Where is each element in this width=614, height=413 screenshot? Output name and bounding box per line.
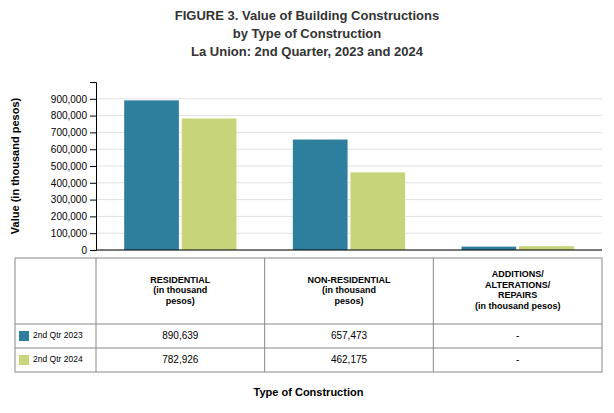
table-row-line — [15, 324, 602, 325]
table: RESIDENTIAL(in thousandpesos)NON-RESIDEN… — [15, 258, 602, 372]
category-label-line: RESIDENTIAL — [150, 275, 211, 285]
bar — [462, 247, 517, 250]
y-axis: 0 100,000 200,000 300,000 400,000 500,000 600,… — [51, 83, 97, 256]
series — [124, 100, 516, 250]
y-tick: 500,000 — [51, 161, 96, 172]
table-row-line — [15, 348, 602, 349]
y-tick-mark — [90, 116, 96, 117]
grid — [96, 99, 602, 250]
category-label-line: (in thousand pesos) — [475, 301, 561, 311]
category-label-line: NON-RESIDENTIAL — [308, 275, 392, 285]
bar — [124, 100, 179, 250]
legend-swatch — [19, 331, 29, 341]
legend-label: 2nd Qtr 2023 — [33, 330, 83, 340]
y-tick: 100,000 — [51, 228, 96, 239]
table-value: 890,639 — [162, 330, 199, 341]
legend-label: 2nd Qtr 2024 — [33, 354, 83, 364]
table-col-line — [433, 258, 434, 372]
category-label: ADDITIONS/ALTERATIONS/REPAIRS(in thousan… — [475, 270, 561, 312]
title: FIGURE 3. Value of Building Construction… — [175, 8, 439, 23]
category-label-line: (in thousand — [322, 285, 376, 295]
y-tick: 0 — [81, 245, 96, 256]
y-tick-mark — [90, 99, 96, 100]
bar — [519, 246, 574, 250]
grid-line — [96, 98, 602, 99]
category-label-line: ALTERATIONS/ — [485, 280, 551, 290]
table-value: 657,473 — [331, 330, 368, 341]
y-tick: 800,000 — [51, 110, 96, 121]
x-axis-title: Type of Construction — [254, 386, 364, 398]
grid-line — [96, 250, 602, 251]
bars — [124, 100, 574, 250]
y-tick-mark — [90, 250, 96, 251]
y-tick-label: 800,000 — [51, 110, 88, 121]
y-tick: 600,000 — [51, 144, 96, 155]
category-label-line: pesos) — [334, 296, 363, 306]
y-tick: 400,000 — [51, 178, 96, 189]
table-value: - — [516, 330, 519, 341]
category-label: NON-RESIDENTIAL(in thousandpesos) — [308, 275, 392, 306]
y-tick-mark — [90, 132, 96, 133]
table-value: 782,926 — [162, 354, 199, 365]
table-value: - — [516, 354, 519, 365]
y-tick: 700,000 — [51, 127, 96, 138]
y-tick-mark — [90, 200, 96, 201]
category-label-line: ADDITIONS/ — [492, 270, 545, 280]
y-tick-mark — [90, 216, 96, 217]
chart: FIGURE 3. Value of Building Construction… — [0, 0, 614, 413]
legend-swatch — [19, 355, 29, 365]
y-tick-label: 200,000 — [51, 211, 88, 222]
title-group: FIGURE 3. Value of Building Construction… — [175, 8, 439, 59]
table-col-line — [264, 258, 265, 372]
bar — [182, 118, 237, 250]
table-value: 462,175 — [331, 354, 368, 365]
y-tick-label: 300,000 — [51, 194, 88, 205]
y-axis-domain — [90, 83, 97, 251]
y-tick: 300,000 — [51, 194, 96, 205]
y-tick: 200,000 — [51, 211, 96, 222]
title: by Type of Construction — [233, 26, 382, 41]
y-tick-mark — [90, 149, 96, 150]
table-col-line — [96, 258, 97, 372]
category-label: RESIDENTIAL(in thousandpesos) — [150, 275, 211, 306]
y-tick-label: 100,000 — [51, 228, 88, 239]
bar — [293, 140, 348, 250]
title: La Union: 2nd Quarter, 2023 and 2024 — [191, 44, 424, 59]
y-tick-label: 400,000 — [51, 178, 88, 189]
y-tick-label: 900,000 — [51, 94, 88, 105]
category-label-line: REPAIRS — [498, 291, 537, 301]
y-tick-mark — [90, 183, 96, 184]
table-border — [15, 258, 602, 372]
y-axis-title: Value (in thousand pesos) — [9, 98, 21, 235]
y-tick-mark — [90, 166, 96, 167]
y-tick-mark — [90, 233, 96, 234]
category-label-line: (in thousand — [153, 285, 207, 295]
y-tick-label: 600,000 — [51, 144, 88, 155]
y-tick-label: 500,000 — [51, 161, 88, 172]
category-label-line: pesos) — [166, 296, 195, 306]
bar — [350, 172, 405, 250]
y-tick-label: 0 — [81, 245, 87, 256]
y-tick-label: 700,000 — [51, 127, 88, 138]
x-axis-line — [96, 250, 602, 251]
y-tick: 900,000 — [51, 94, 96, 105]
series — [182, 118, 574, 250]
